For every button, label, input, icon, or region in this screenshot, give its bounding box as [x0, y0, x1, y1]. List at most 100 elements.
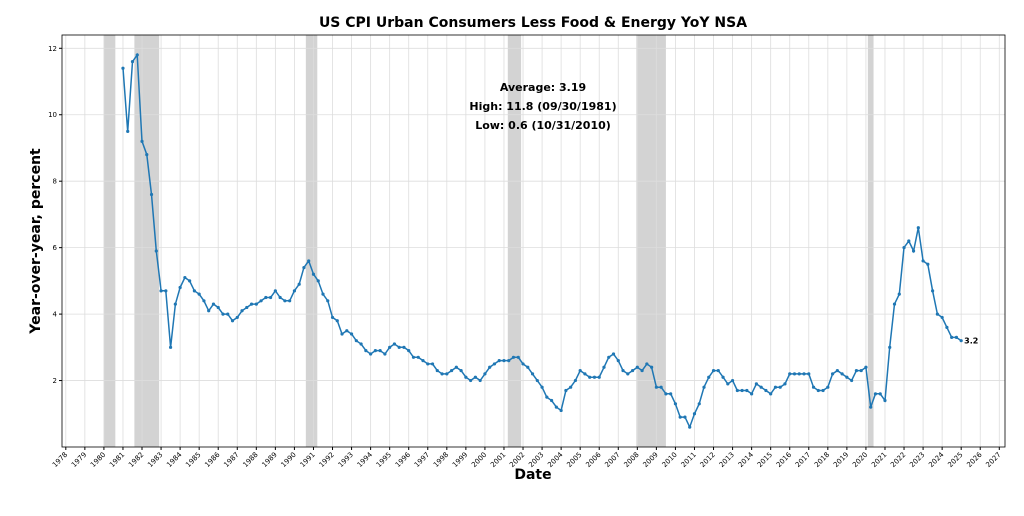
data-point	[173, 302, 177, 306]
data-point	[635, 365, 639, 369]
data-point	[540, 385, 544, 389]
data-point	[897, 292, 901, 296]
data-point	[673, 402, 678, 406]
data-point	[430, 362, 435, 366]
data-point	[530, 372, 535, 376]
data-point	[754, 382, 758, 386]
data-point	[773, 385, 778, 389]
x-tick-label: 1985	[184, 451, 202, 469]
y-axis-label: Year-over-year, percent	[28, 148, 44, 335]
x-tick-label: 2022	[889, 451, 907, 469]
recession-band	[305, 35, 318, 447]
y-tick-label: 10	[48, 111, 57, 119]
data-point	[202, 299, 206, 303]
y-tick-label: 8	[53, 178, 57, 186]
data-point	[311, 272, 316, 276]
data-point	[521, 362, 525, 366]
data-point	[788, 372, 792, 376]
data-point	[783, 382, 787, 386]
data-point	[811, 385, 816, 389]
data-point	[440, 372, 444, 376]
data-point	[426, 362, 430, 366]
data-point	[807, 372, 811, 376]
data-point	[569, 385, 573, 389]
data-point	[216, 305, 220, 310]
x-tick-label: 2013	[718, 451, 736, 469]
data-point	[716, 368, 720, 373]
data-point	[845, 375, 849, 379]
x-tick-label: 1997	[413, 451, 431, 469]
data-point	[497, 359, 501, 363]
x-tick-label: 1996	[394, 450, 413, 469]
data-point	[630, 368, 635, 373]
data-point	[330, 315, 335, 320]
data-point	[369, 352, 373, 356]
data-point	[645, 362, 649, 366]
data-point	[907, 239, 911, 243]
data-point	[602, 365, 606, 369]
data-point	[854, 368, 859, 373]
x-tick-label: 1979	[70, 451, 88, 469]
data-point	[730, 378, 735, 383]
data-point	[130, 59, 135, 64]
x-tick-label: 1993	[337, 451, 355, 469]
data-point	[340, 332, 344, 336]
data-point	[921, 259, 925, 263]
data-point	[711, 368, 716, 373]
data-point	[254, 302, 258, 306]
data-point	[383, 352, 387, 356]
x-tick-label: 2023	[908, 451, 926, 469]
data-point	[435, 368, 439, 373]
chart-title: US CPI Urban Consumers Less Food & Energ…	[319, 15, 747, 31]
x-tick-label: 1990	[280, 451, 298, 469]
data-point	[726, 382, 730, 386]
x-tick-label: 1998	[432, 451, 450, 469]
data-point	[316, 279, 320, 283]
data-point	[611, 352, 616, 356]
data-point	[926, 262, 930, 266]
data-point	[892, 302, 897, 306]
data-point	[735, 388, 739, 393]
data-point	[573, 378, 578, 383]
data-point	[873, 392, 878, 396]
x-tick-label: 1995	[375, 451, 393, 469]
data-point	[940, 315, 944, 320]
data-point	[407, 349, 411, 353]
x-tick-label: 1983	[146, 451, 164, 469]
data-point	[164, 289, 168, 293]
x-tick-label: 2000	[470, 451, 488, 469]
x-tick-label: 1988	[241, 451, 259, 469]
data-point	[840, 372, 844, 376]
x-tick-label: 1989	[261, 451, 279, 469]
data-point	[159, 289, 163, 293]
x-tick-label: 1978	[51, 451, 69, 469]
data-point	[554, 405, 558, 409]
data-point	[745, 388, 749, 393]
data-point	[931, 289, 935, 293]
data-point	[249, 302, 254, 306]
data-point	[616, 359, 620, 363]
x-tick-label: 1992	[318, 451, 336, 469]
data-point	[269, 295, 273, 300]
data-point	[211, 302, 216, 306]
data-point	[473, 375, 477, 379]
x-tick-label: 2012	[699, 451, 717, 469]
x-tick-label: 2017	[794, 451, 812, 469]
stats-annotation: Average: 3.19	[500, 81, 586, 94]
data-point	[764, 388, 768, 393]
data-point	[235, 315, 239, 320]
data-point	[302, 265, 306, 270]
data-point	[207, 309, 211, 313]
data-point	[392, 342, 397, 346]
data-point	[321, 292, 325, 296]
data-point	[349, 332, 354, 336]
data-point	[416, 355, 420, 359]
data-point	[607, 355, 611, 359]
data-point	[902, 246, 906, 250]
x-tick-label: 2026	[965, 450, 984, 469]
data-point	[149, 192, 154, 197]
data-point	[859, 368, 863, 373]
data-point	[273, 289, 277, 293]
x-tick-label: 2005	[565, 451, 583, 469]
data-point	[264, 295, 268, 300]
